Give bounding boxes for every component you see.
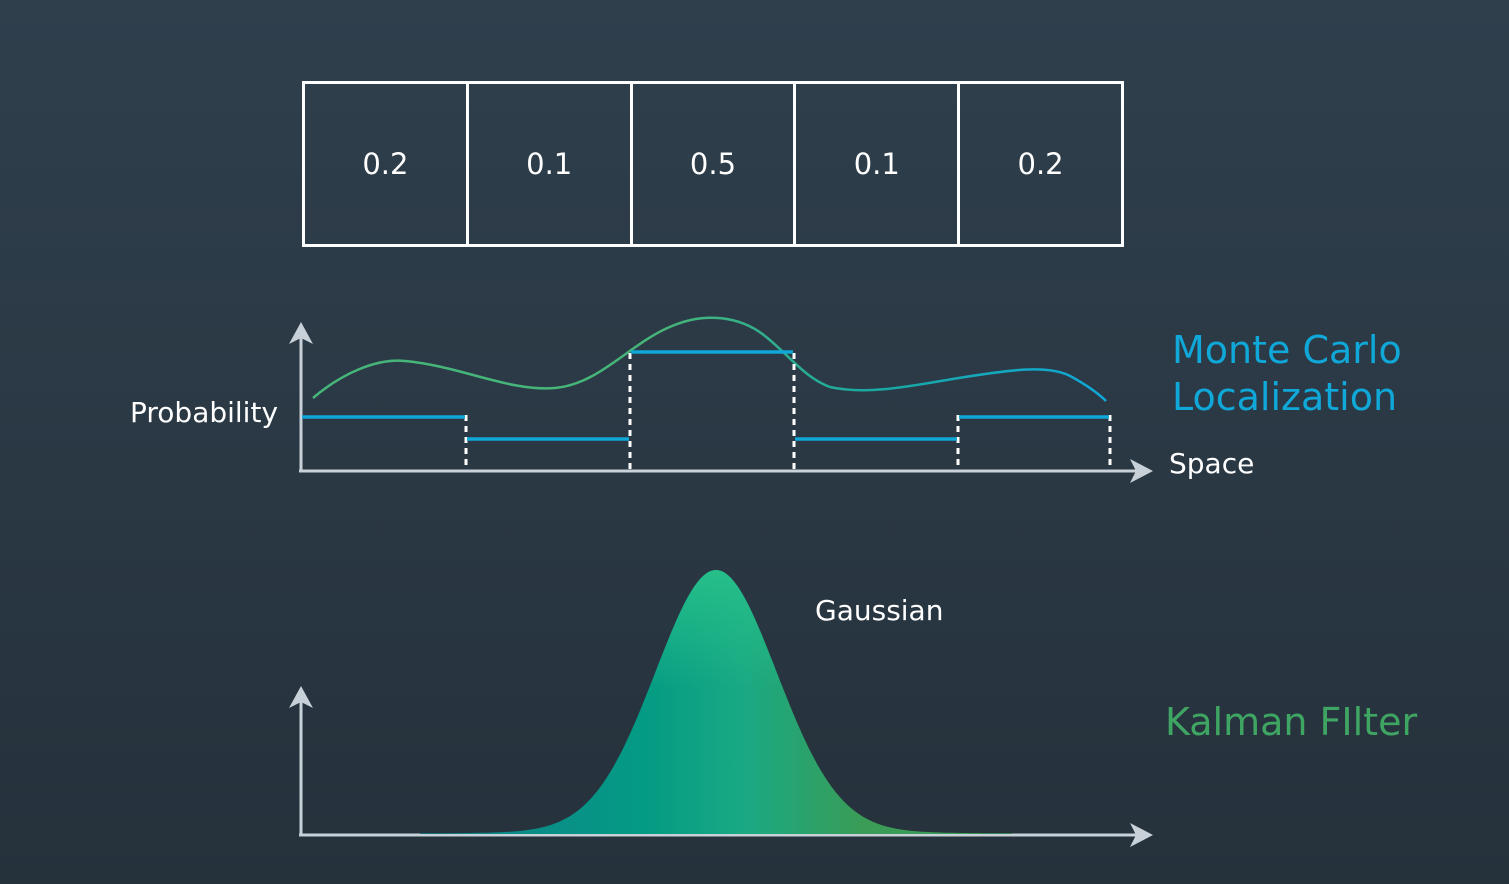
monte-carlo-title-line2: Localization bbox=[1172, 375, 1398, 419]
x-axis-arrow-icon bbox=[1130, 459, 1153, 483]
x-axis-label: Space bbox=[1169, 447, 1255, 480]
grid-cell: 0.2 bbox=[305, 84, 469, 244]
monte-carlo-title-line1: Monte Carlo bbox=[1172, 328, 1402, 372]
monte-carlo-steps bbox=[302, 350, 1109, 441]
monte-carlo-curve bbox=[312, 316, 1107, 402]
grid-cell: 0.1 bbox=[469, 84, 633, 244]
grid-cell: 0.2 bbox=[1017, 147, 1064, 181]
x-axis-arrow-icon bbox=[1130, 823, 1153, 847]
monte-carlo-axes bbox=[289, 322, 1153, 483]
y-axis-label: Probability bbox=[130, 396, 279, 429]
gaussian-label: Gaussian bbox=[815, 594, 944, 627]
y-axis-arrow-icon bbox=[289, 686, 313, 708]
grid-cell: 0.5 bbox=[633, 84, 797, 244]
gaussian-highlight bbox=[420, 570, 1012, 834]
bin-separators bbox=[464, 353, 1112, 469]
y-axis-arrow-icon bbox=[289, 322, 313, 344]
kalman-axes bbox=[289, 686, 1153, 847]
grid-cell: 0.1 bbox=[796, 84, 961, 244]
probability-grid: 0.2 0.1 0.5 0.1 0.2 bbox=[302, 81, 1124, 247]
kalman-filter-title: Kalman FIlter bbox=[1165, 700, 1418, 744]
gaussian-curve bbox=[420, 570, 1012, 834]
